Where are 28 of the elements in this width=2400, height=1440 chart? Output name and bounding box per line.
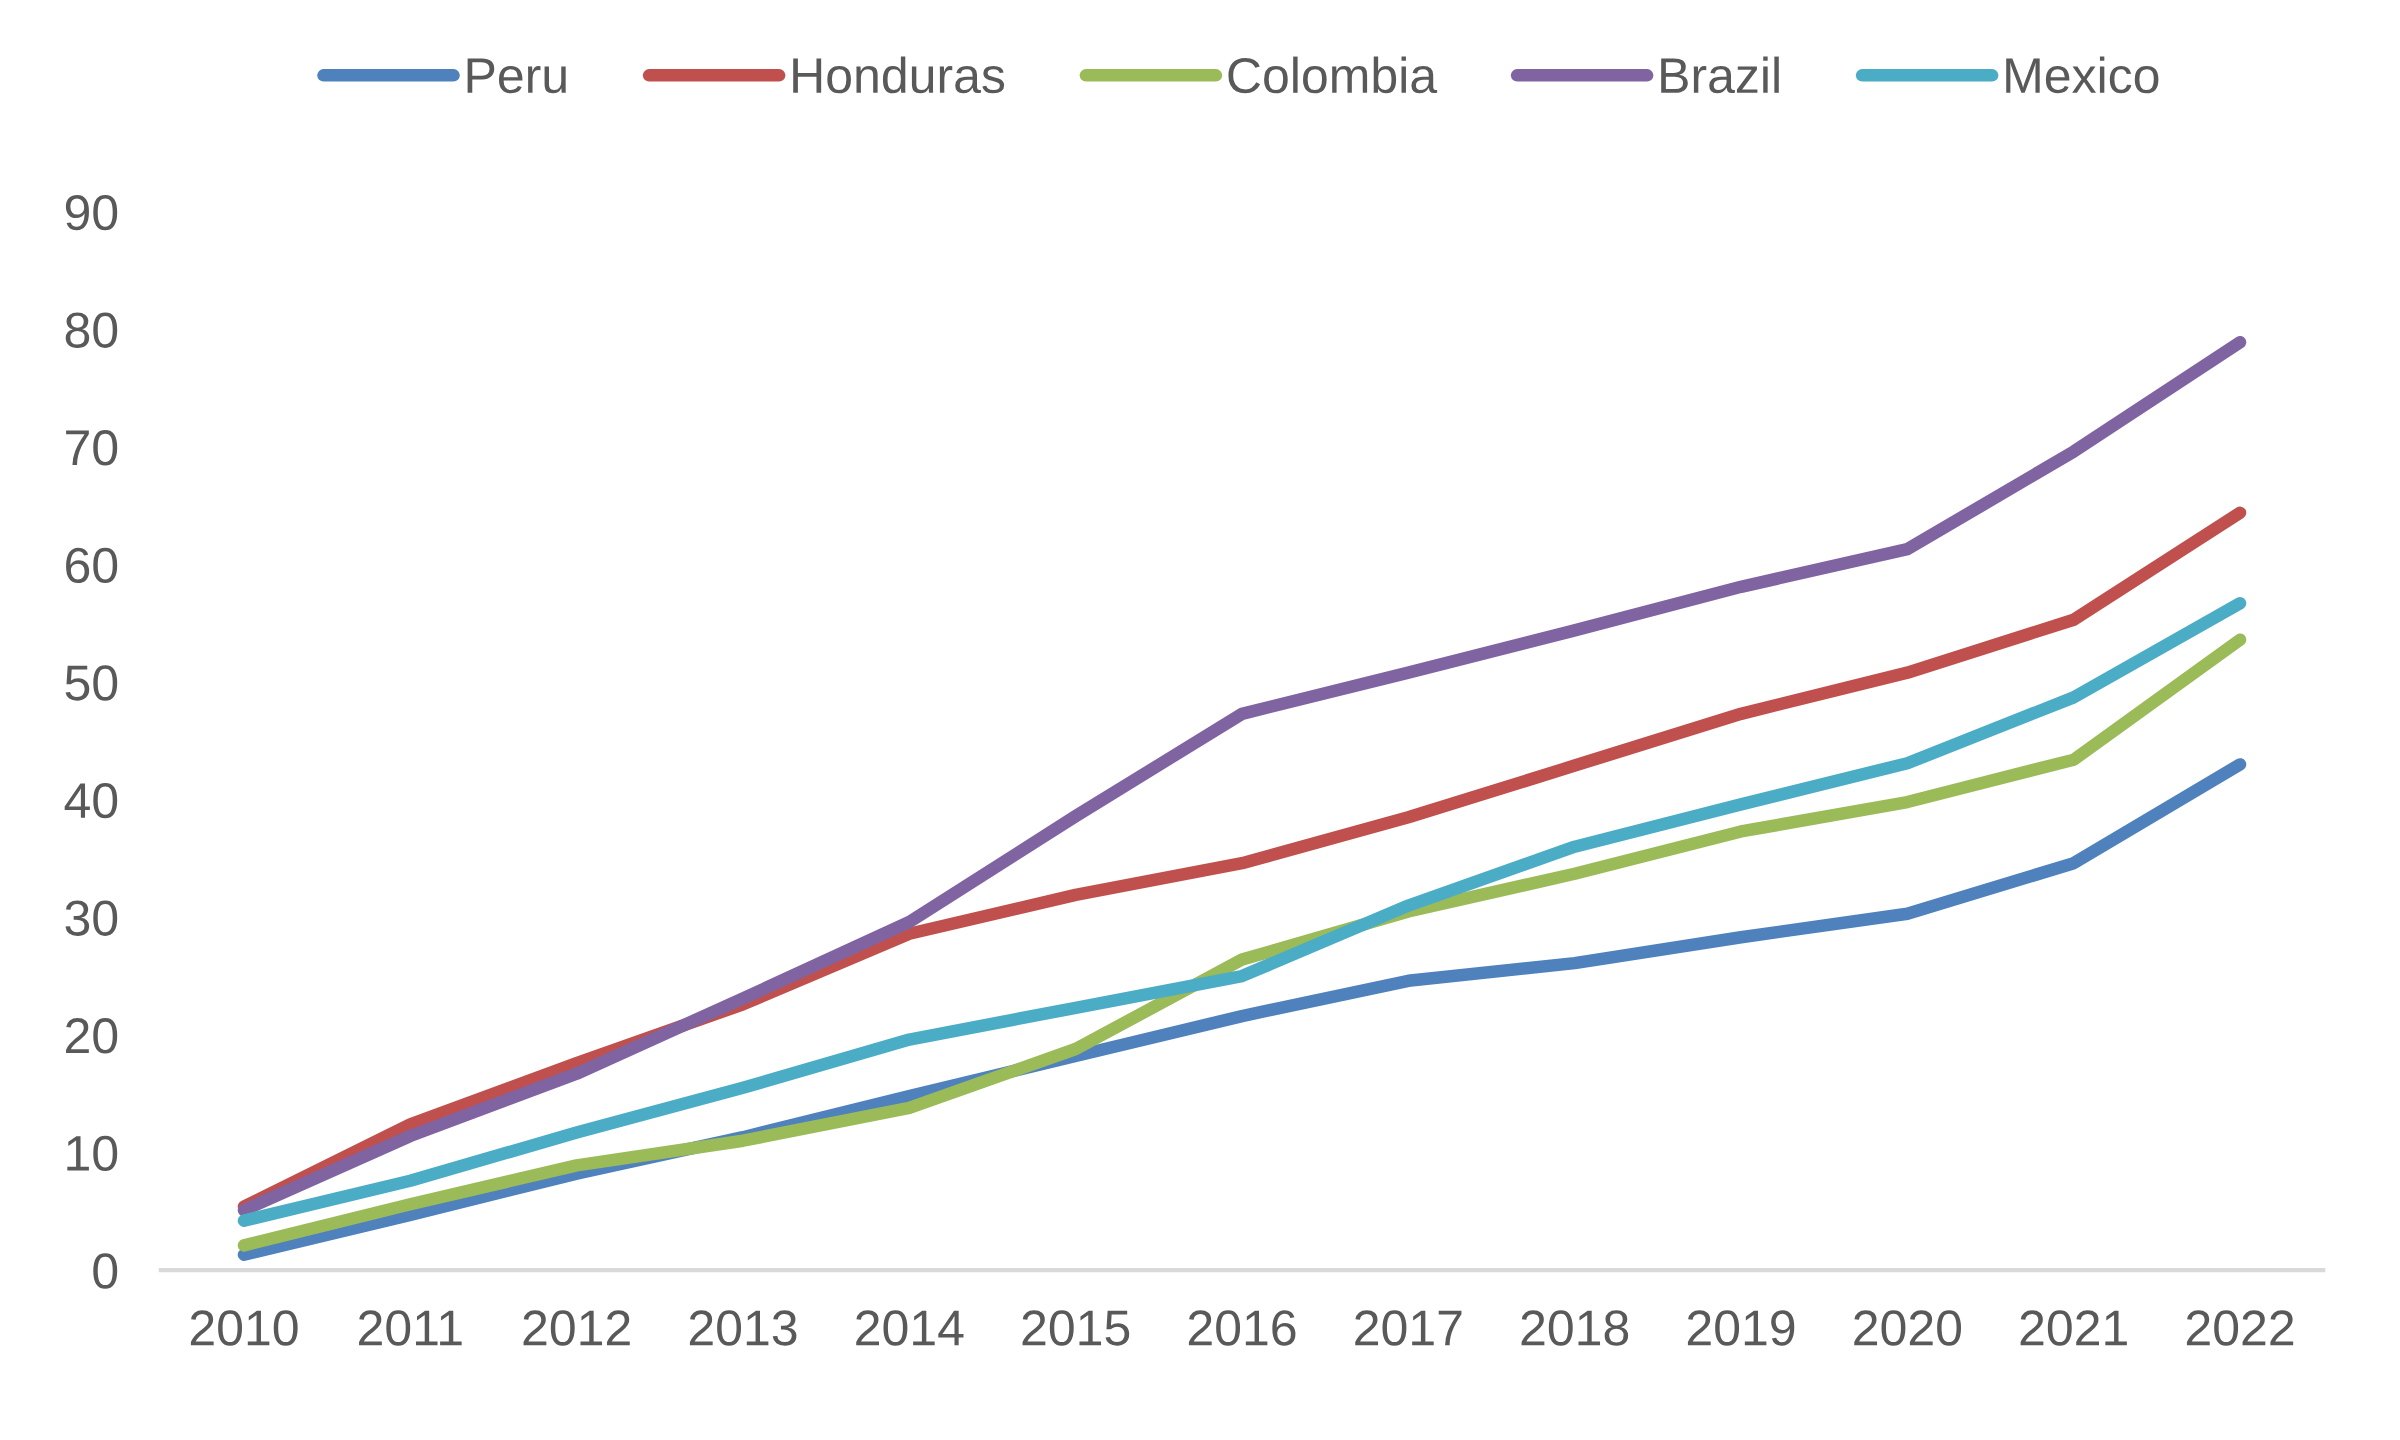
x-tick-label: 2013 [689,1310,797,1346]
x-tick-label: 2019 [1687,1310,1795,1346]
legend-label: Peru [467,58,566,94]
x-tick-label: 2020 [1854,1310,1962,1346]
x-tick-label: 2018 [1521,1310,1629,1346]
y-tick-label: 60 [66,547,118,584]
legend-label: Colombia [1228,56,1438,94]
y-tick-label: 0 [93,1253,118,1289]
x-tick-label: 2016 [1188,1310,1296,1346]
x-tick-label: 2022 [2186,1310,2294,1346]
y-tick-label: 10 [67,1135,118,1172]
y-tick-label: 40 [64,782,118,819]
legend-label: Mexico [2006,56,2159,94]
x-tick-label: 2010 [190,1310,298,1346]
x-tick-label: 2014 [856,1310,964,1346]
x-tick-label: 2021 [2020,1310,2127,1346]
y-tick-label: 70 [66,430,118,466]
y-tick-label: 90 [65,194,118,231]
y-tick-label: 80 [65,312,118,348]
x-tick-label: 2015 [1022,1310,1130,1346]
legend-label: Honduras [793,56,1005,94]
y-tick-label: 50 [65,665,118,701]
x-tick-label: 2011 [359,1310,462,1346]
y-tick-label: 20 [66,1018,118,1054]
x-tick-label: 2017 [1355,1310,1462,1346]
y-tick-label: 30 [65,900,118,936]
legend-label: Brazil [1661,56,1779,94]
x-tick-label: 2012 [523,1310,630,1346]
